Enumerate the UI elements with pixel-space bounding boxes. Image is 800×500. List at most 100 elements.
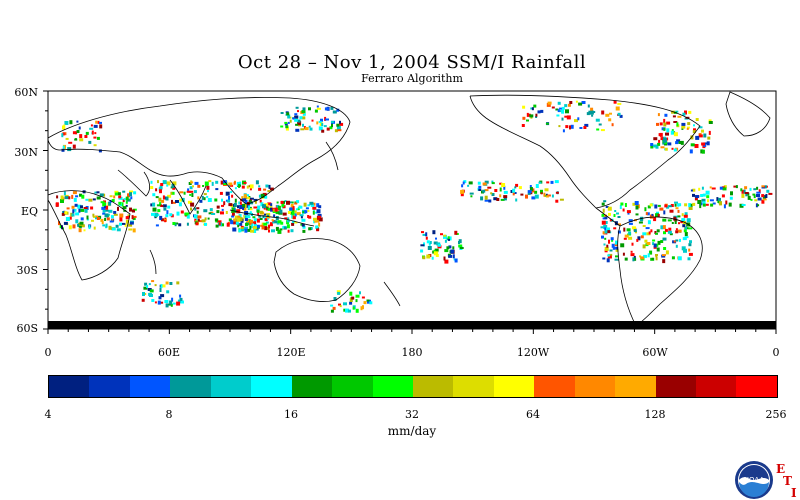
rain-pixel bbox=[286, 224, 290, 229]
rain-pixel bbox=[165, 214, 169, 218]
rain-pixel bbox=[157, 300, 161, 305]
lon-label-120w: 120W bbox=[516, 346, 550, 359]
rain-pixel bbox=[566, 115, 571, 120]
rain-pixel bbox=[228, 203, 233, 207]
rain-pixel bbox=[177, 299, 181, 303]
rain-pixel bbox=[110, 215, 114, 219]
rain-pixel bbox=[277, 205, 281, 210]
rain-pixel bbox=[708, 121, 713, 124]
rain-pixel bbox=[530, 116, 533, 119]
rain-pixel bbox=[615, 240, 618, 245]
rain-pixel bbox=[687, 257, 691, 261]
rain-pixel bbox=[636, 238, 639, 242]
rain-pixel bbox=[745, 192, 748, 197]
rain-pixel bbox=[244, 199, 248, 204]
rain-pixel bbox=[569, 125, 571, 130]
rain-pixel bbox=[480, 196, 484, 201]
rain-pixel bbox=[253, 206, 258, 209]
rain-pixel bbox=[165, 196, 169, 201]
rain-pixel bbox=[562, 129, 565, 133]
rain-pixel bbox=[545, 122, 549, 125]
rain-pixel bbox=[172, 302, 176, 305]
rain-pixel bbox=[269, 205, 273, 208]
rain-pixel bbox=[164, 217, 167, 220]
rain-pixel bbox=[615, 255, 618, 258]
rain-pixel bbox=[72, 144, 76, 149]
rain-pixel bbox=[88, 225, 91, 230]
rain-pixel bbox=[248, 205, 251, 210]
rain-pixel bbox=[259, 218, 263, 220]
rain-pixel bbox=[130, 196, 133, 200]
rain-pixel bbox=[447, 236, 450, 240]
eti-letter-e: E bbox=[776, 462, 786, 476]
rain-pixel bbox=[111, 227, 116, 231]
rain-pixel bbox=[352, 306, 355, 310]
rain-pixel bbox=[172, 201, 176, 204]
rain-pixel bbox=[159, 215, 163, 220]
rain-pixel bbox=[256, 209, 260, 213]
rain-pixel bbox=[232, 221, 237, 225]
rain-pixel bbox=[596, 128, 600, 131]
rain-pixel bbox=[151, 280, 155, 283]
rain-pixel bbox=[132, 217, 136, 220]
rain-pixel bbox=[716, 197, 719, 202]
rain-pixel bbox=[320, 118, 323, 122]
rain-pixel bbox=[69, 120, 73, 125]
rain-pixel bbox=[267, 207, 270, 211]
rain-pixel bbox=[167, 194, 172, 198]
rain-pixel bbox=[633, 229, 637, 233]
rain-pixel bbox=[56, 195, 59, 199]
rain-pixel bbox=[287, 211, 291, 214]
rain-pixel bbox=[125, 200, 128, 204]
rain-pixel bbox=[242, 203, 246, 208]
rain-pixel bbox=[685, 226, 688, 230]
rain-pixel bbox=[361, 296, 365, 299]
rain-pixel bbox=[179, 297, 183, 301]
rain-pixel bbox=[64, 121, 69, 125]
rain-pixel bbox=[316, 203, 320, 208]
rain-pixel bbox=[420, 249, 424, 253]
rain-pixel bbox=[695, 118, 699, 121]
rain-pixel bbox=[309, 127, 313, 131]
rain-pixel bbox=[196, 210, 199, 214]
rain-pixel bbox=[246, 215, 251, 219]
rain-pixel bbox=[62, 132, 65, 136]
scale-tick-64: 64 bbox=[526, 408, 540, 421]
rain-pixel bbox=[653, 137, 658, 141]
rain-pixel bbox=[601, 213, 605, 217]
map-title: Oct 28 – Nov 1, 2004 SSM/I Rainfall bbox=[237, 52, 587, 73]
rain-pixel bbox=[285, 126, 289, 131]
rain-pixel bbox=[693, 128, 696, 132]
rain-pixel bbox=[230, 220, 234, 225]
rain-pixel bbox=[164, 300, 169, 303]
rain-pixel bbox=[754, 199, 758, 202]
rain-pixel bbox=[61, 148, 65, 152]
rain-pixel bbox=[132, 228, 136, 233]
rain-pixel bbox=[611, 238, 614, 242]
rain-pixel bbox=[294, 221, 298, 224]
rain-pixel bbox=[97, 120, 100, 124]
rain-pixel bbox=[616, 246, 619, 250]
rain-pixel bbox=[579, 127, 583, 129]
rain-pixel bbox=[757, 204, 760, 207]
rain-pixel bbox=[262, 204, 266, 209]
rain-pixel bbox=[93, 144, 97, 147]
rain-pixel bbox=[540, 189, 543, 194]
rain-pixel bbox=[160, 284, 163, 289]
rain-pixel bbox=[307, 209, 310, 212]
scale-tick-256: 256 bbox=[765, 408, 787, 421]
rain-pixel bbox=[208, 180, 212, 183]
rain-pixel bbox=[692, 188, 696, 192]
rain-pixel bbox=[129, 207, 132, 212]
rain-pixel bbox=[152, 193, 156, 197]
rain-pixel bbox=[66, 207, 70, 210]
rain-pixel bbox=[686, 218, 691, 223]
rain-pixel bbox=[195, 222, 199, 226]
rain-pixel bbox=[176, 211, 180, 216]
rain-pixel bbox=[157, 180, 159, 184]
rain-pixel bbox=[673, 121, 678, 123]
rain-pixel bbox=[307, 204, 311, 207]
rain-pixel bbox=[420, 244, 425, 247]
rain-pixel bbox=[215, 180, 219, 184]
rain-pixel bbox=[355, 308, 359, 313]
